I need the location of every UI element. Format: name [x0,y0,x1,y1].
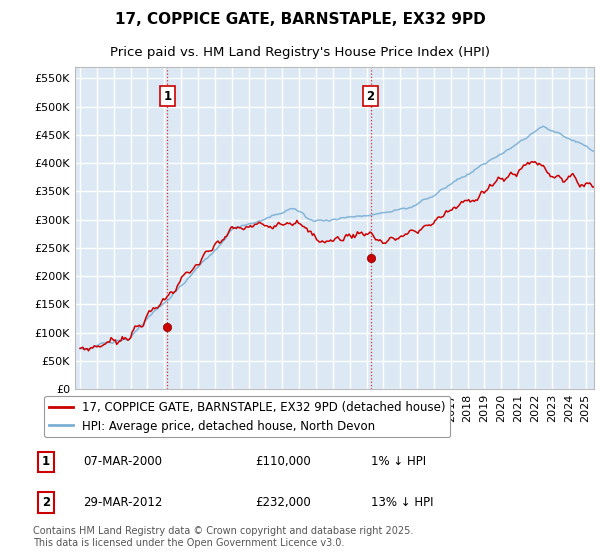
Text: Contains HM Land Registry data © Crown copyright and database right 2025.
This d: Contains HM Land Registry data © Crown c… [33,526,413,548]
Text: 29-MAR-2012: 29-MAR-2012 [83,496,163,509]
Text: 2: 2 [367,90,374,102]
Text: 1: 1 [163,90,172,102]
Text: £110,000: £110,000 [255,455,311,468]
Text: 17, COPPICE GATE, BARNSTAPLE, EX32 9PD: 17, COPPICE GATE, BARNSTAPLE, EX32 9PD [115,12,485,26]
Text: 13% ↓ HPI: 13% ↓ HPI [371,496,433,509]
Legend: 17, COPPICE GATE, BARNSTAPLE, EX32 9PD (detached house), HPI: Average price, det: 17, COPPICE GATE, BARNSTAPLE, EX32 9PD (… [44,396,450,437]
Text: 07-MAR-2000: 07-MAR-2000 [83,455,162,468]
Text: 1: 1 [42,455,50,468]
Text: £232,000: £232,000 [255,496,311,509]
Text: 1% ↓ HPI: 1% ↓ HPI [371,455,426,468]
Text: 2: 2 [42,496,50,509]
Text: Price paid vs. HM Land Registry's House Price Index (HPI): Price paid vs. HM Land Registry's House … [110,46,490,59]
